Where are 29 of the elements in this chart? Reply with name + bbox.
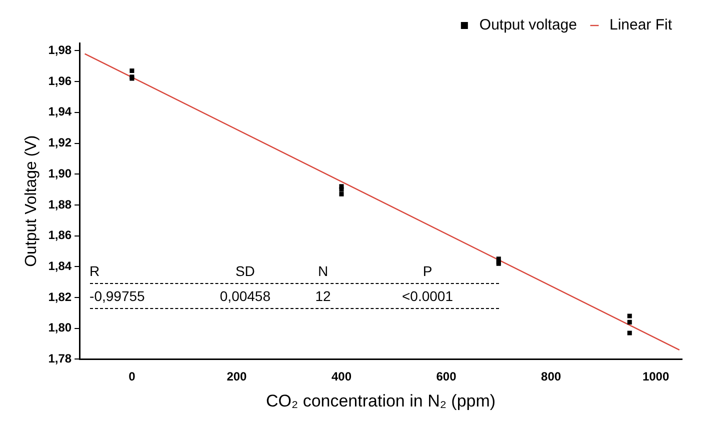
annotation: 0,00458 — [218, 288, 272, 304]
y-tick-label: 1,88 — [48, 197, 72, 212]
y-tick-label: 1,96 — [48, 74, 72, 88]
y-tick-label: 1,92 — [48, 136, 72, 150]
y-tick-label: 1,86 — [48, 228, 72, 242]
x-tick-label: 800 — [541, 370, 562, 384]
x-tick-label: 1000 — [642, 370, 670, 384]
x-axis-title: CO₂ concentration in N₂ (ppm) — [266, 391, 496, 410]
y-tick-label: 1,84 — [48, 258, 72, 273]
y-axis-title: Output Voltage (V) — [23, 135, 40, 267]
y-tick-label: 1,82 — [48, 290, 72, 304]
x-tick-label: 400 — [331, 370, 352, 384]
legend-label: Output voltage — [479, 16, 577, 34]
y-tick-label: 1,94 — [48, 104, 72, 119]
annotation: N — [316, 263, 330, 280]
y-tick-label: 1,98 — [48, 43, 72, 58]
annotation: -0,99755 — [90, 288, 146, 304]
y-tick-label: 1,90 — [48, 166, 72, 180]
x-tick-label: 200 — [226, 370, 248, 384]
annotation: <0.0001 — [400, 288, 454, 304]
annotation: R — [90, 263, 101, 280]
x-tick-label: 600 — [436, 370, 457, 384]
legend-label: Linear Fit — [609, 16, 673, 34]
x-tick-label: 0 — [128, 370, 136, 384]
annotation: P — [422, 263, 434, 280]
y-tick-label: 1,80 — [48, 320, 72, 335]
y-tick-label: 1,78 — [48, 352, 72, 366]
annotation: SD — [234, 263, 256, 280]
annotation: 12 — [314, 288, 332, 304]
